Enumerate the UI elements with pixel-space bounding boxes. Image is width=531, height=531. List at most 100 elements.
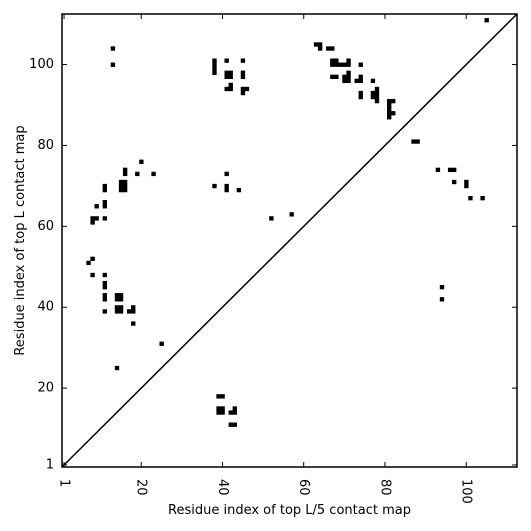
contact-cell-upper (334, 74, 339, 80)
contact-cell-upper (224, 70, 229, 75)
contact-cell-upper (391, 98, 396, 104)
contact-cell-upper (411, 139, 416, 144)
contact-cell-upper (90, 272, 95, 278)
contact-cell-upper (90, 256, 95, 262)
contact-cell-upper (228, 70, 233, 75)
contact-cell-upper (342, 74, 347, 80)
contact-cell-upper (212, 66, 217, 71)
contact-cell-upper (240, 74, 246, 80)
contact-cell-upper (224, 58, 229, 63)
y-axis-label: Residue index of top L contact map (13, 125, 28, 355)
contact-cell-upper (240, 86, 246, 92)
contact-cell-upper (122, 179, 128, 185)
contact-cell-upper (102, 309, 107, 314)
contact-cell-upper (102, 293, 107, 298)
contact-cell-upper (358, 94, 363, 100)
contact-cell-upper (224, 86, 229, 92)
contact-cell-upper (224, 183, 229, 189)
contact-cell-upper (94, 216, 99, 221)
contact-cell-upper (131, 309, 136, 314)
contact-cell-lower (216, 394, 221, 399)
contact-cell-upper (90, 216, 95, 221)
contact-cell-upper (236, 187, 242, 193)
contact-cell-upper (387, 102, 392, 108)
contact-cell-upper (358, 74, 363, 80)
contact-cell-upper (131, 321, 136, 326)
plot-frame (61, 13, 518, 468)
contact-cell-upper (370, 94, 376, 100)
contact-cell-upper (374, 94, 380, 100)
contact-cell-upper (346, 62, 351, 67)
y-tick-label: 60 (37, 219, 54, 234)
contact-cell-upper (90, 220, 95, 225)
contact-cell-lower (216, 406, 221, 411)
contact-cell-upper (480, 196, 485, 201)
contact-cell-upper (342, 62, 347, 67)
contact-cell-upper (346, 78, 351, 84)
contact-cell-upper (118, 309, 124, 314)
contact-cell-upper (330, 58, 335, 63)
x-tick-label: 60 (296, 479, 311, 496)
y-axis-ticks: 1 20 40 60 80 100 (29, 57, 517, 472)
contact-cell-upper (330, 46, 335, 51)
contact-cell-upper (102, 183, 107, 189)
contact-cell-upper (468, 196, 473, 201)
contact-cell-upper (212, 58, 217, 63)
contact-cell-upper (387, 107, 392, 112)
contact-cell-upper (228, 74, 233, 80)
contact-cell-upper (439, 284, 445, 290)
contact-cell-upper (131, 305, 136, 310)
contact-cell-upper (326, 46, 331, 51)
contact-cell-upper (118, 297, 124, 302)
contact-cell-upper (102, 204, 107, 209)
contact-cell-upper (86, 260, 91, 266)
contact-cell-upper (114, 305, 120, 310)
contact-cell-upper (102, 216, 107, 221)
contact-cell-upper (387, 111, 392, 116)
contact-cell-lower (232, 406, 237, 411)
contact-cell-upper (224, 187, 229, 193)
y-tick-label: 20 (37, 381, 54, 396)
contact-cell-upper (464, 183, 469, 189)
contact-cell-upper (110, 46, 116, 51)
contact-cell-upper (317, 46, 323, 51)
contact-cell-upper (358, 90, 363, 96)
contact-cell-upper (102, 280, 107, 286)
contact-cell-upper (110, 62, 116, 67)
contact-cell-upper (435, 167, 441, 173)
contact-cell-upper (122, 187, 128, 193)
contact-cell-upper (330, 62, 335, 67)
contact-cell-upper (354, 78, 359, 84)
contact-cell-upper (374, 86, 380, 92)
y-tick-label: 80 (37, 138, 54, 153)
contact-cell-upper (114, 293, 120, 298)
contact-cell-upper (240, 58, 246, 63)
contact-cell-upper (102, 272, 107, 278)
contact-cell-upper (387, 115, 392, 120)
contact-cell-upper (342, 78, 347, 84)
contact-cell-upper (228, 82, 233, 88)
contact-cell-upper (240, 90, 246, 96)
x-axis-label: Residue index of top L/5 contact map (168, 503, 411, 518)
contact-cell-upper (118, 187, 124, 193)
contact-cell-upper (114, 297, 120, 302)
y-tick-label: 40 (37, 300, 54, 315)
contact-cell-upper (484, 18, 489, 23)
contact-cell-lower (220, 394, 225, 399)
contact-cell-upper (244, 86, 250, 92)
contact-cell-upper (370, 78, 376, 84)
x-tick-label: 100 (459, 479, 474, 504)
contact-cell-upper (334, 62, 339, 67)
contact-cell-upper (122, 171, 128, 177)
contact-cell-upper (212, 70, 217, 75)
contact-cell-upper (139, 159, 144, 164)
contact-cell-upper (159, 341, 164, 346)
contact-cell-upper (135, 171, 140, 177)
contact-cell-upper (118, 183, 124, 189)
contact-cell-upper (346, 74, 351, 80)
contact-cell-lower (232, 410, 237, 415)
contact-cell-upper (346, 58, 351, 63)
diagonal-line (61, 13, 518, 468)
contact-cell-upper (102, 200, 107, 205)
contact-cell-upper (118, 179, 124, 185)
